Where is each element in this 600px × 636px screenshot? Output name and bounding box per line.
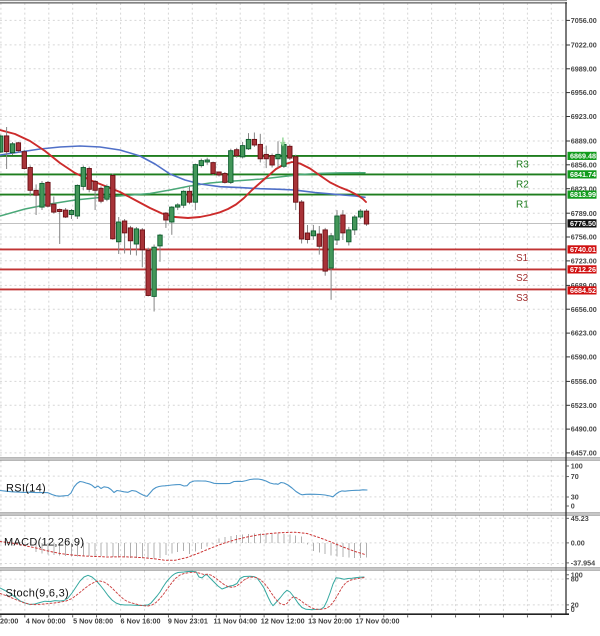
svg-text:7022.00: 7022.00 (571, 41, 597, 50)
svg-text:6789.00: 6789.00 (571, 209, 597, 218)
svg-text:6623.00: 6623.00 (571, 329, 597, 338)
svg-text:13 Nov 20:00: 13 Nov 20:00 (308, 617, 352, 626)
svg-text:4 Nov 00:00: 4 Nov 00:00 (26, 617, 66, 626)
svg-text:20:00: 20:00 (0, 617, 18, 626)
svg-text:6869.48: 6869.48 (570, 152, 596, 161)
svg-text:6490.00: 6490.00 (571, 425, 597, 434)
svg-text:0: 0 (571, 502, 575, 511)
svg-text:6776.50: 6776.50 (570, 219, 596, 228)
svg-text:80: 80 (571, 574, 579, 583)
svg-text:5 Nov 08:00: 5 Nov 08:00 (73, 617, 113, 626)
svg-text:11 Nov 04:00: 11 Nov 04:00 (214, 617, 258, 626)
svg-text:MACD(12,26,9): MACD(12,26,9) (4, 537, 84, 549)
svg-text:6823.00: 6823.00 (571, 184, 597, 193)
svg-text:0: 0 (571, 605, 575, 614)
svg-text:S2: S2 (516, 273, 529, 284)
svg-text:6457.00: 6457.00 (571, 449, 597, 458)
svg-text:6684.52: 6684.52 (570, 286, 596, 295)
svg-text:30: 30 (571, 493, 579, 502)
svg-text:7056.00: 7056.00 (571, 16, 597, 25)
svg-text:6 Nov 16:00: 6 Nov 16:00 (121, 617, 161, 626)
svg-text:Stoch(9,6,3): Stoch(9,6,3) (6, 588, 70, 600)
svg-text:6740.01: 6740.01 (570, 245, 596, 254)
svg-text:100: 100 (571, 462, 583, 471)
svg-text:6856.00: 6856.00 (571, 160, 597, 169)
svg-text:6712.26: 6712.26 (570, 265, 596, 274)
svg-text:20: 20 (571, 601, 579, 610)
svg-text:S1: S1 (516, 253, 529, 264)
svg-text:6841.74: 6841.74 (570, 170, 596, 179)
svg-text:-37.954: -37.954 (571, 559, 595, 568)
svg-text:17 Nov 00:00: 17 Nov 00:00 (356, 617, 400, 626)
svg-text:R1: R1 (516, 200, 529, 211)
svg-text:6689.00: 6689.00 (571, 281, 597, 290)
svg-text:R2: R2 (516, 179, 529, 190)
svg-text:12 Nov 12:00: 12 Nov 12:00 (261, 617, 305, 626)
svg-text:RSI(14): RSI(14) (6, 483, 46, 495)
svg-text:S3: S3 (516, 293, 529, 304)
svg-text:6889.00: 6889.00 (571, 137, 597, 146)
svg-text:6590.00: 6590.00 (571, 353, 597, 362)
svg-text:45.23: 45.23 (571, 514, 589, 523)
svg-text:6756.00: 6756.00 (571, 233, 597, 242)
svg-text:9 Nov 23:01: 9 Nov 23:01 (168, 617, 208, 626)
svg-text:6813.99: 6813.99 (570, 190, 596, 199)
svg-text:R3: R3 (516, 159, 529, 170)
svg-text:6556.00: 6556.00 (571, 377, 597, 386)
svg-text:6923.00: 6923.00 (571, 112, 597, 121)
svg-text:6656.00: 6656.00 (571, 305, 597, 314)
svg-text:6523.00: 6523.00 (571, 401, 597, 410)
svg-text:0.00: 0.00 (571, 539, 585, 548)
svg-text:6989.00: 6989.00 (571, 64, 597, 73)
svg-text:70: 70 (571, 472, 579, 481)
svg-text:6956.00: 6956.00 (571, 88, 597, 97)
svg-text:6723.00: 6723.00 (571, 257, 597, 266)
svg-text:100: 100 (571, 570, 583, 579)
